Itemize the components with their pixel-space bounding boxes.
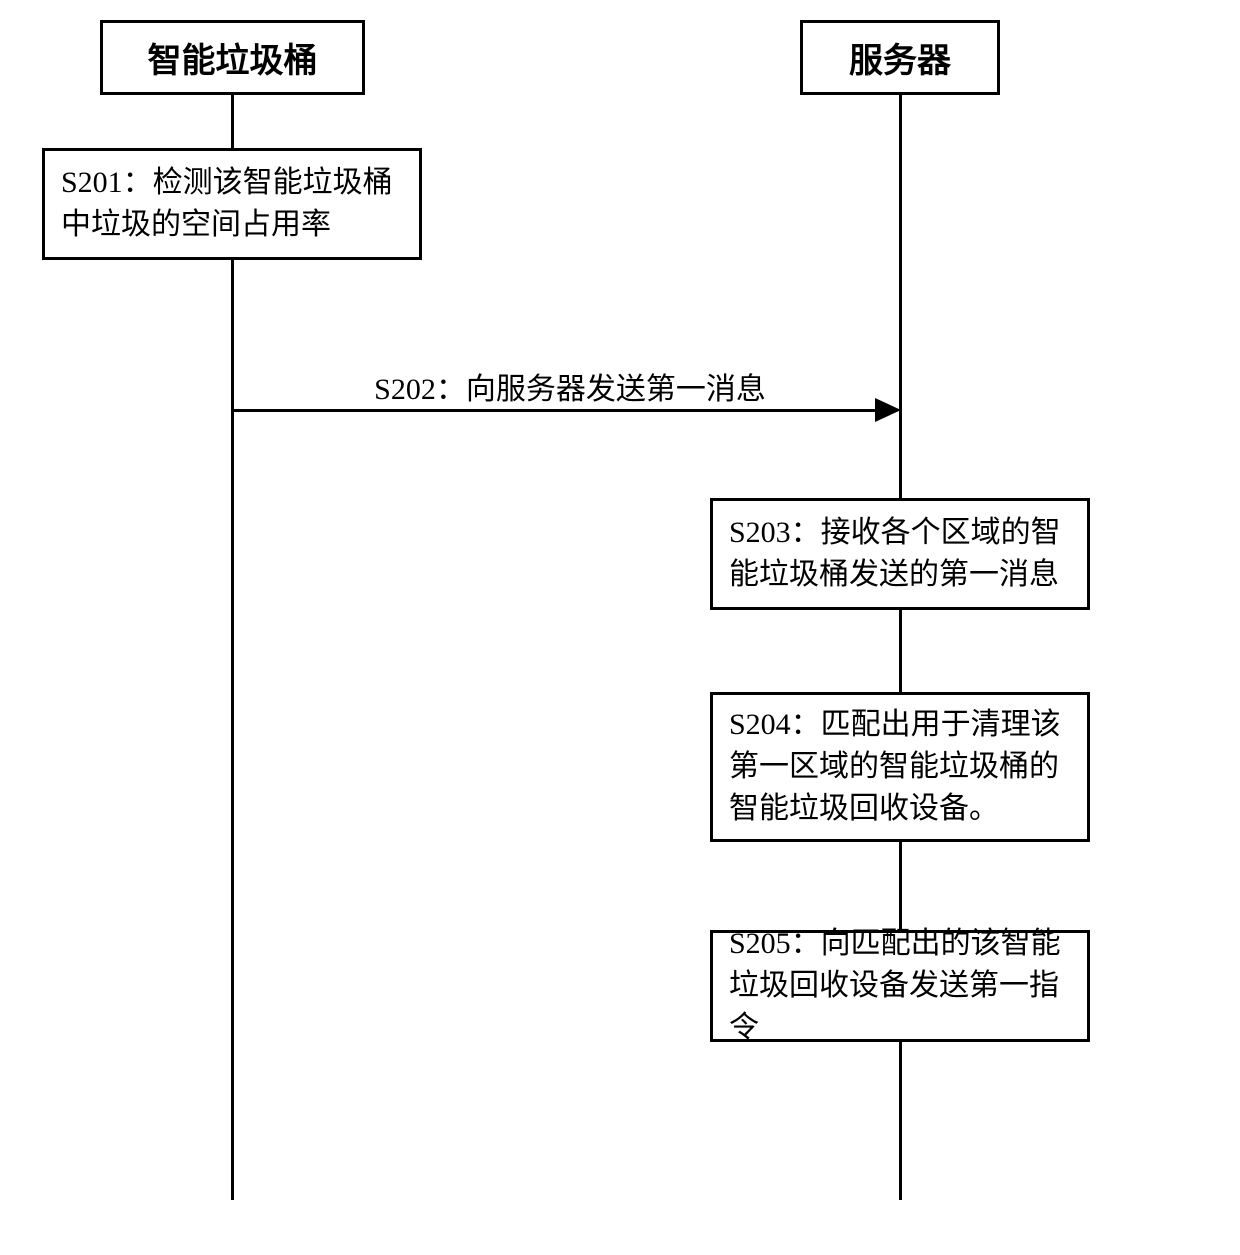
step-s204-text: S204：匹配出用于清理该第一区域的智能垃圾桶的智能垃圾回收设备。 [729, 704, 1071, 830]
arrow-s202-head [875, 398, 901, 422]
step-s202-text: S202：向服务器发送第一消息 [374, 373, 766, 406]
header-smart-bin-label: 智能垃圾桶 [148, 33, 318, 82]
step-s201-text: S201：检测该智能垃圾桶中垃圾的空间占用率 [61, 162, 403, 246]
step-s202-label: S202：向服务器发送第一消息 [345, 364, 795, 408]
step-s203-box: S203：接收各个区域的智能垃圾桶发送的第一消息 [710, 498, 1090, 610]
step-s205-text: S205：向匹配出的该智能垃圾回收设备发送第一指令 [729, 923, 1071, 1049]
arrow-s202-line [232, 409, 885, 412]
header-server: 服务器 [800, 20, 1000, 95]
step-s205-box: S205：向匹配出的该智能垃圾回收设备发送第一指令 [710, 930, 1090, 1042]
header-server-label: 服务器 [849, 33, 951, 82]
step-s203-text: S203：接收各个区域的智能垃圾桶发送的第一消息 [729, 512, 1071, 596]
header-smart-bin: 智能垃圾桶 [100, 20, 365, 95]
step-s201-box: S201：检测该智能垃圾桶中垃圾的空间占用率 [42, 148, 422, 260]
step-s204-box: S204：匹配出用于清理该第一区域的智能垃圾桶的智能垃圾回收设备。 [710, 692, 1090, 842]
